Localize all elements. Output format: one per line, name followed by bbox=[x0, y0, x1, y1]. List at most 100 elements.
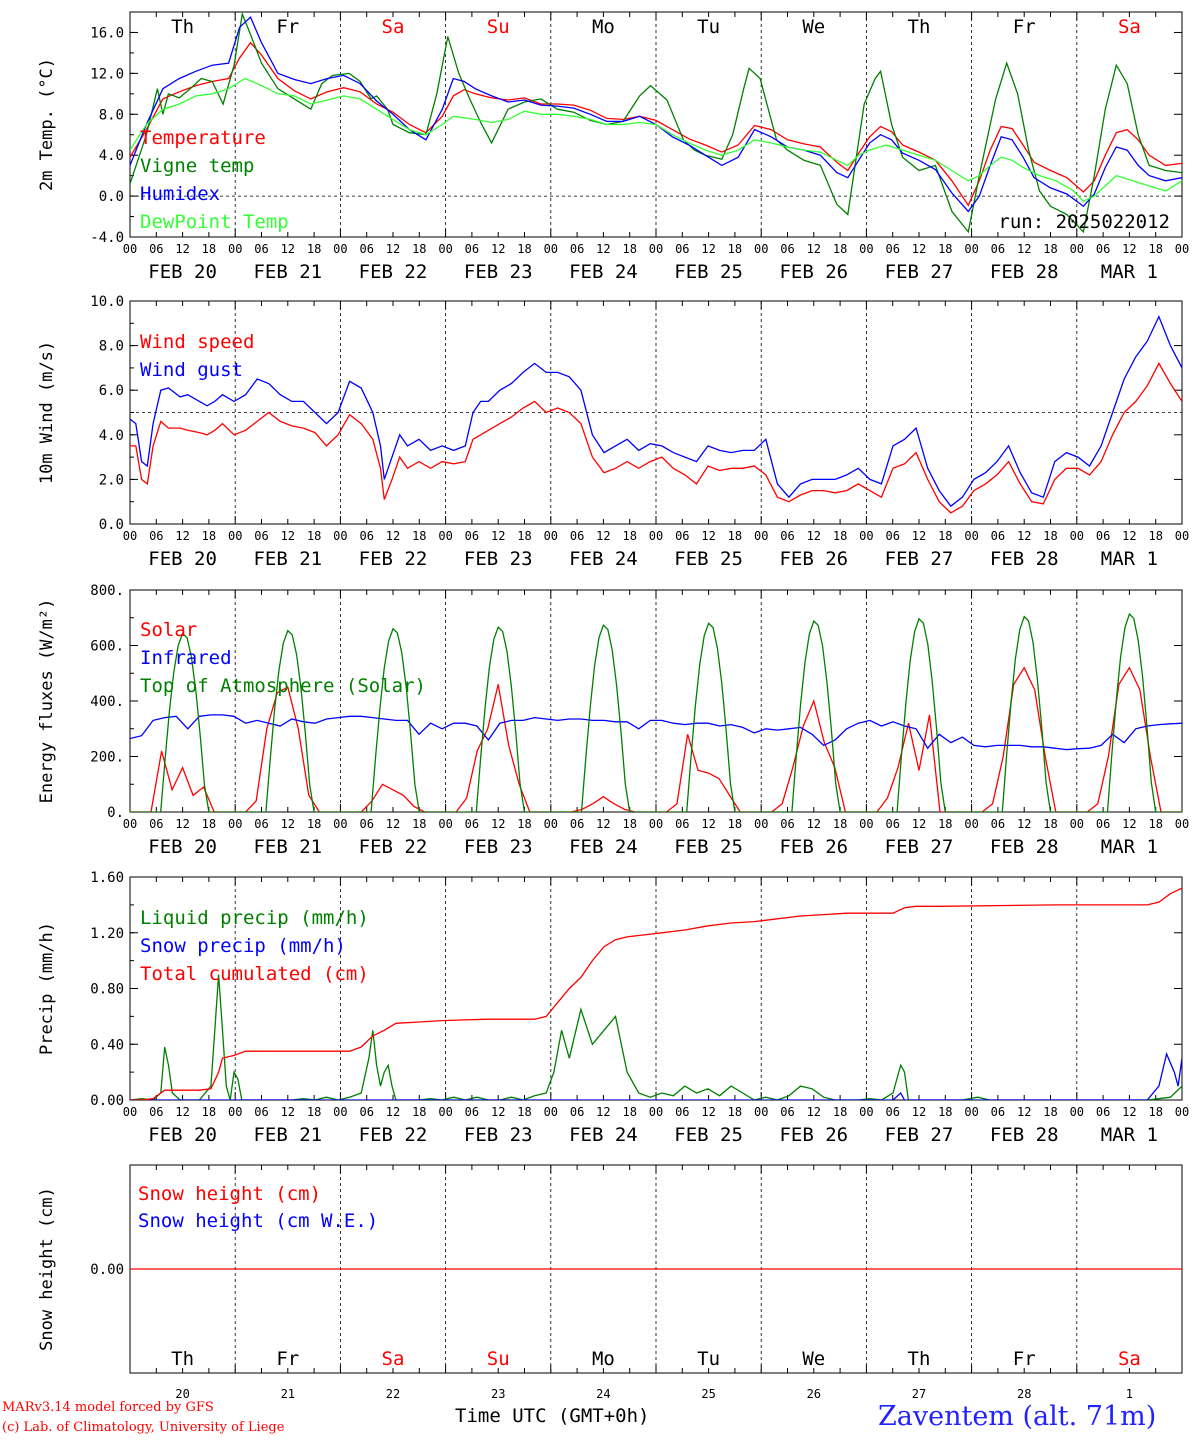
hour-tick-label: 00 bbox=[438, 817, 452, 831]
weekday-label: Th bbox=[171, 1348, 194, 1370]
hour-tick-label: 06 bbox=[570, 529, 584, 543]
hour-tick-label: 12 bbox=[1122, 1105, 1136, 1119]
day-number-label: 24 bbox=[596, 1387, 610, 1401]
legend-entry: Wind gust bbox=[140, 359, 243, 381]
day-number-label: 22 bbox=[386, 1387, 400, 1401]
hour-tick-label: 06 bbox=[675, 1105, 689, 1119]
weekday-label: Fr bbox=[1013, 1348, 1036, 1370]
footer-model-line1: MARv3.14 model forced by GFS bbox=[2, 1400, 214, 1415]
hour-tick-label: 06 bbox=[780, 817, 794, 831]
date-label: FEB 23 bbox=[464, 548, 533, 570]
series-line-infrared bbox=[130, 714, 1182, 751]
hour-tick-label: 06 bbox=[465, 1105, 479, 1119]
hour-tick-label: 00 bbox=[964, 529, 978, 543]
date-label: FEB 22 bbox=[359, 1124, 428, 1146]
hour-tick-label: 12 bbox=[912, 1105, 926, 1119]
hour-tick-label: 00 bbox=[544, 529, 558, 543]
hour-tick-label: 18 bbox=[1043, 1105, 1057, 1119]
hour-tick-label: 00 bbox=[754, 817, 768, 831]
hour-tick-label: 00 bbox=[123, 242, 137, 256]
date-label: FEB 21 bbox=[253, 548, 322, 570]
series-line-total-cumulated-cm- bbox=[130, 887, 1182, 1100]
hour-tick-label: 06 bbox=[675, 817, 689, 831]
hour-tick-label: 12 bbox=[1017, 242, 1031, 256]
date-label: FEB 26 bbox=[779, 1124, 848, 1146]
hour-tick-label: 18 bbox=[833, 529, 847, 543]
hour-tick-label: 12 bbox=[175, 242, 189, 256]
day-number-label: 23 bbox=[491, 1387, 505, 1401]
hour-tick-label: 00 bbox=[123, 529, 137, 543]
hour-tick-label: 12 bbox=[807, 529, 821, 543]
date-label: MAR 1 bbox=[1101, 261, 1158, 283]
date-label: FEB 28 bbox=[990, 836, 1059, 858]
hour-tick-label: 06 bbox=[991, 817, 1005, 831]
hour-tick-label: 12 bbox=[175, 1105, 189, 1119]
hour-tick-label: 12 bbox=[701, 1105, 715, 1119]
date-label: FEB 23 bbox=[464, 1124, 533, 1146]
series-line-dewpoint-temp bbox=[130, 77, 1182, 202]
hour-tick-label: 12 bbox=[281, 1105, 295, 1119]
hour-tick-label: 18 bbox=[728, 529, 742, 543]
hour-tick-label: 12 bbox=[491, 817, 505, 831]
weekday-label: Th bbox=[908, 1348, 931, 1370]
hour-tick-label: 12 bbox=[912, 529, 926, 543]
y-tick-label: 4.0 bbox=[99, 148, 124, 164]
hour-tick-label: 06 bbox=[1096, 1105, 1110, 1119]
hour-tick-label: 06 bbox=[780, 1105, 794, 1119]
hour-tick-label: 00 bbox=[123, 817, 137, 831]
hour-tick-label: 12 bbox=[386, 529, 400, 543]
hour-tick-label: 06 bbox=[885, 817, 899, 831]
hour-tick-label: 12 bbox=[1122, 242, 1136, 256]
date-label: FEB 24 bbox=[569, 548, 638, 570]
hour-tick-label: 12 bbox=[1122, 817, 1136, 831]
legend-entry: Infrared bbox=[140, 647, 232, 669]
series-line-liquid-precip-mm-h- bbox=[130, 974, 1182, 1100]
hour-tick-label: 00 bbox=[1175, 817, 1189, 831]
hour-tick-label: 18 bbox=[622, 1105, 636, 1119]
hour-tick-label: 00 bbox=[859, 242, 873, 256]
hour-tick-label: 18 bbox=[1043, 817, 1057, 831]
hour-tick-label: 18 bbox=[1148, 242, 1162, 256]
date-label: FEB 23 bbox=[464, 836, 533, 858]
date-label: FEB 20 bbox=[148, 261, 217, 283]
weekday-label: Th bbox=[171, 16, 194, 38]
legend-entry: Top of Atmosphere (Solar) bbox=[140, 675, 426, 697]
hour-tick-label: 18 bbox=[412, 1105, 426, 1119]
hour-tick-label: 18 bbox=[412, 529, 426, 543]
hour-tick-label: 18 bbox=[517, 242, 531, 256]
series-line-humidex bbox=[130, 15, 1182, 213]
y-tick-label: 6.0 bbox=[99, 383, 124, 399]
hour-tick-label: 06 bbox=[149, 1105, 163, 1119]
hour-tick-label: 00 bbox=[544, 1105, 558, 1119]
hour-tick-label: 06 bbox=[780, 529, 794, 543]
y-tick-label: 0.0 bbox=[99, 517, 124, 533]
hour-tick-label: 00 bbox=[754, 529, 768, 543]
hour-tick-label: 00 bbox=[1070, 529, 1084, 543]
hour-tick-label: 06 bbox=[149, 529, 163, 543]
y-axis-label: Energy fluxes (W/m²) bbox=[37, 599, 57, 804]
day-number-label: 26 bbox=[807, 1387, 821, 1401]
hour-tick-label: 06 bbox=[991, 242, 1005, 256]
y-tick-label: 10.0 bbox=[90, 294, 124, 310]
date-label: FEB 27 bbox=[885, 1124, 954, 1146]
date-label: FEB 25 bbox=[674, 548, 743, 570]
hour-tick-label: 12 bbox=[1017, 1105, 1031, 1119]
hour-tick-label: 18 bbox=[728, 1105, 742, 1119]
hour-tick-label: 12 bbox=[386, 817, 400, 831]
series-line-top-of-atmosphere-solar- bbox=[130, 612, 1182, 812]
y-tick-label: 1.20 bbox=[90, 926, 124, 942]
hour-tick-label: 12 bbox=[1017, 817, 1031, 831]
hour-tick-label: 06 bbox=[675, 529, 689, 543]
legend-entry: Snow precip (mm/h) bbox=[140, 935, 346, 957]
hour-tick-label: 00 bbox=[964, 817, 978, 831]
hour-tick-label: 06 bbox=[254, 817, 268, 831]
y-axis-label: 2m Temp. (°C) bbox=[37, 58, 57, 191]
y-tick-label: 400. bbox=[90, 694, 124, 710]
hour-tick-label: 12 bbox=[807, 817, 821, 831]
y-tick-label: 16.0 bbox=[90, 25, 124, 41]
day-number-label: 27 bbox=[912, 1387, 926, 1401]
hour-tick-label: 12 bbox=[175, 817, 189, 831]
weekday-label: Fr bbox=[276, 1348, 299, 1370]
hour-tick-label: 00 bbox=[333, 242, 347, 256]
hour-tick-label: 06 bbox=[991, 1105, 1005, 1119]
